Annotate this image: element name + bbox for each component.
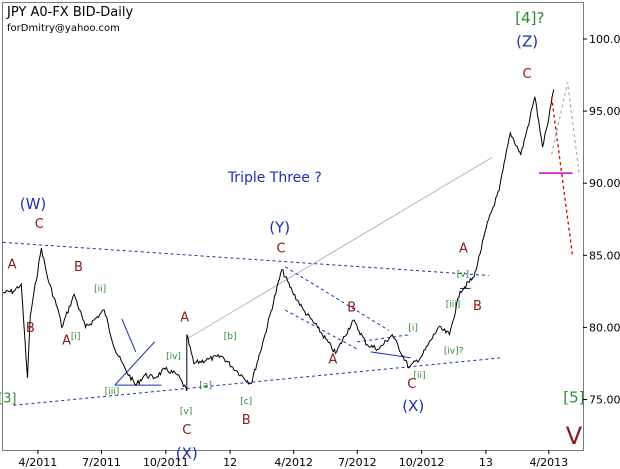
wave-label: C: [35, 217, 44, 232]
y-tick-label: 80.00: [589, 321, 620, 334]
wave-label: [ii]: [413, 371, 425, 381]
price-series: [2, 89, 555, 392]
y-tick-label: 95.00: [589, 105, 620, 118]
wave-label: [c]: [240, 397, 252, 407]
wave-label: B: [26, 321, 35, 336]
wave-label: [i]: [408, 323, 418, 333]
wave-label: A: [180, 311, 189, 326]
wave-label: A: [328, 353, 337, 368]
x-axis: 4/2011 7/2011 10/2011 12 4/2012 7/2012 10/2012…: [19, 450, 568, 469]
trend-line-6: [121, 318, 137, 353]
wave-label: [b]: [224, 332, 237, 342]
y-tick-label: 100.0: [589, 33, 620, 46]
wave-label: (W): [20, 195, 47, 213]
price-line: [2, 89, 555, 392]
chart-title: JPY A0-FX BID-Daily: [6, 5, 133, 20]
wave-label: [v]: [180, 407, 192, 417]
wave-labels: (W) C A B B A [3] [ii] [i] [iii] [iv] [a] [v] A C (X) [b…: [0, 9, 585, 463]
wave-label: A: [459, 242, 468, 257]
wave-label: [i]: [71, 332, 81, 342]
wave-label: (X): [176, 445, 198, 463]
chart-subtitle: forDmitry@yahoo.com: [7, 23, 120, 34]
x-tick-label: 7/2012: [338, 456, 377, 469]
x-tick-label: 4/2012: [274, 456, 313, 469]
trend-line-5: [114, 341, 155, 386]
wave-label: [3]: [0, 391, 16, 406]
wave-label: [v]: [457, 270, 469, 280]
trend-line-7: [285, 266, 389, 331]
projection-lines: [550, 82, 581, 256]
trend-line-9: [357, 334, 411, 343]
wave-label: B: [74, 260, 83, 275]
wave-label: [iii]: [446, 300, 461, 310]
wave-label: [iv]?: [444, 346, 464, 356]
x-tick-label: 4/2011: [19, 456, 58, 469]
wave-label: [iii]: [105, 387, 120, 397]
projection-line-0: [550, 96, 574, 256]
wave-label: [iv]: [166, 352, 181, 362]
wave-label: (Y): [269, 218, 290, 236]
wave-label: V: [566, 422, 583, 450]
wave-label: C: [277, 242, 286, 257]
trend-line-1: [13, 357, 503, 406]
wave-label: B: [347, 301, 356, 316]
trend-line-2: [186, 156, 493, 340]
wave-label: B: [473, 299, 482, 314]
wave-label: [5]: [563, 388, 584, 406]
projection-line-1: [550, 82, 581, 177]
wave-label: (X): [402, 397, 424, 415]
wave-label: [ii]: [94, 284, 106, 294]
x-tick-label: 7/2011: [82, 456, 121, 469]
wave-label: [4]?: [515, 9, 544, 27]
x-tick-label: 4/2013: [529, 456, 568, 469]
wave-label: C: [523, 67, 532, 82]
wave-label: Triple Three ?: [227, 170, 322, 186]
x-tick-label: 10/2011: [143, 456, 189, 469]
wave-label: C: [182, 423, 191, 438]
y-tick-label: 90.00: [589, 177, 620, 190]
y-tick-label: 75.00: [589, 394, 620, 407]
trend-line-8: [285, 309, 358, 350]
wave-label: [a]: [199, 381, 212, 391]
wave-label: B: [242, 413, 251, 428]
y-axis: 75.00 80.00 85.00 90.00 95.00 100.0: [583, 33, 620, 407]
wave-label: A: [8, 257, 17, 272]
wave-label: C: [407, 377, 416, 392]
x-tick-label: 10/2012: [399, 456, 445, 469]
y-tick-label: 85.00: [589, 249, 620, 262]
x-tick-label: 13: [479, 456, 493, 469]
wave-label: (Z): [516, 32, 538, 50]
wave-label: A: [62, 334, 71, 349]
plot-frame: [2, 2, 584, 451]
x-tick-label: 12: [223, 456, 237, 469]
